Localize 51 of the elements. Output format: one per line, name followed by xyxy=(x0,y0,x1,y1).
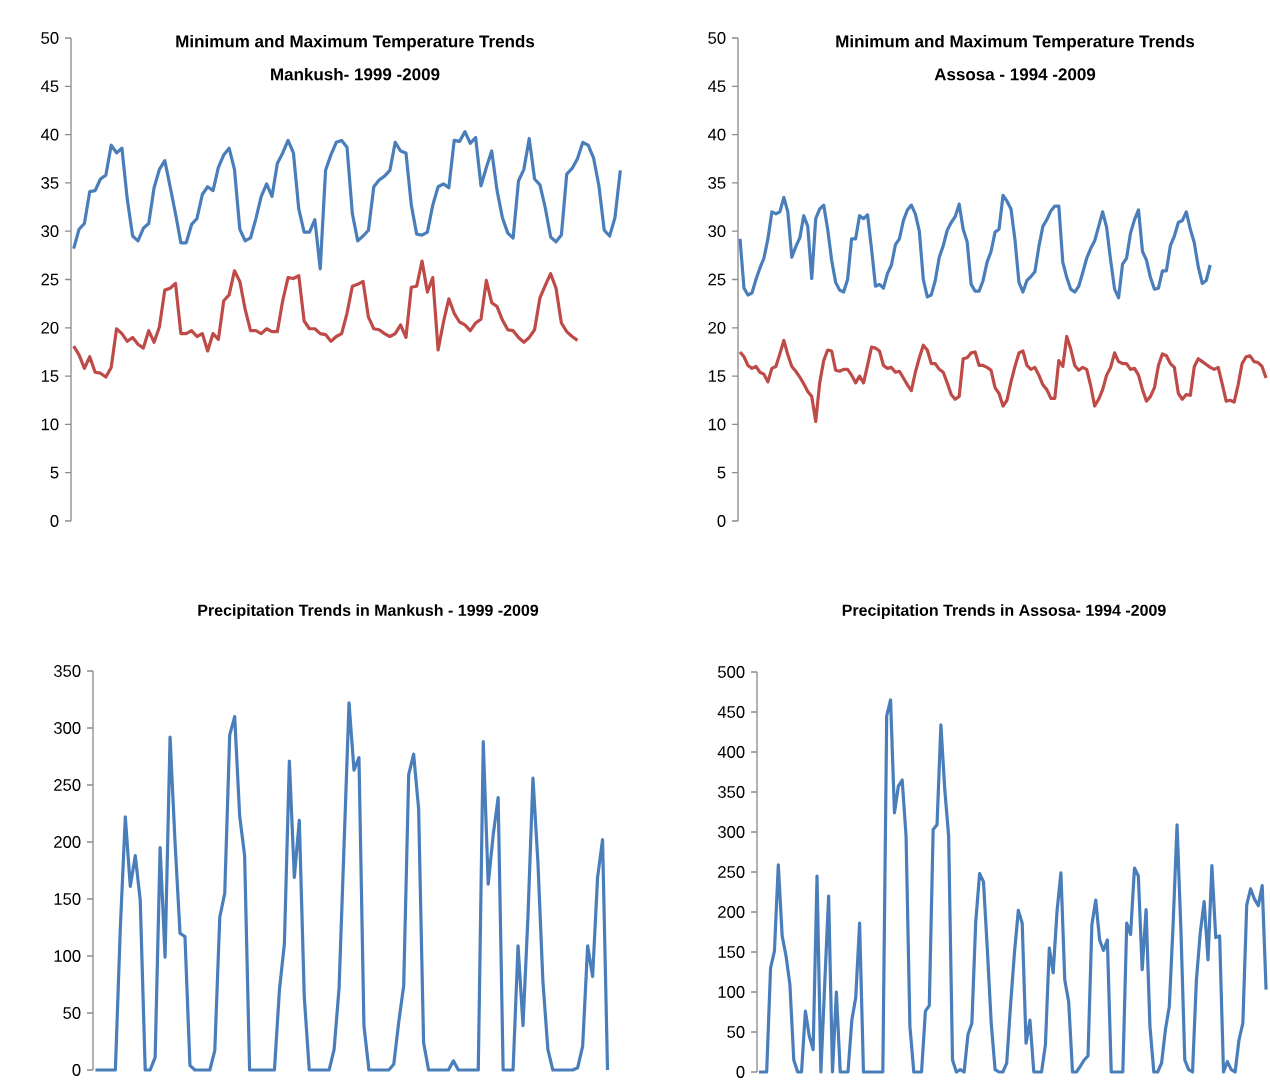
y-tick-label: 45 xyxy=(40,80,59,93)
y-tick-label: 400 xyxy=(717,746,745,758)
y-tick-label: 45 xyxy=(707,80,726,93)
y-tick-label: 10 xyxy=(41,418,59,431)
line-series xyxy=(72,259,580,379)
y-tick-label: 0 xyxy=(736,1066,745,1078)
y-tick-label: 200 xyxy=(54,836,81,848)
y-tick-label: 150 xyxy=(718,946,745,958)
y-tick-label: 20 xyxy=(41,321,59,334)
y-tick-label: 300 xyxy=(53,722,81,734)
y-tick-label: 35 xyxy=(41,177,59,189)
line-series xyxy=(738,334,1268,424)
y-tick-label: 15 xyxy=(41,370,59,382)
y-tick-label: 50 xyxy=(63,1007,81,1019)
y-tick-label: 250 xyxy=(718,866,745,878)
y-tick-label: 50 xyxy=(41,32,59,44)
y-tick-label: 0 xyxy=(717,515,726,527)
y-tick-label: 500 xyxy=(718,666,745,678)
y-tick-label: 20 xyxy=(708,321,726,334)
y-tick-label: 200 xyxy=(718,906,745,918)
line-series xyxy=(72,130,622,271)
y-tick-label: 50 xyxy=(708,32,726,44)
y-tick-label: 5 xyxy=(50,466,59,479)
chart-title: Minimum and Maximum Temperature Trends xyxy=(836,34,1195,51)
y-tick-label: 0 xyxy=(72,1064,81,1076)
y-tick-label: 350 xyxy=(53,665,81,677)
y-tick-label: 450 xyxy=(717,706,745,718)
y-tick-label: 30 xyxy=(41,225,59,238)
y-tick-label: 350 xyxy=(717,786,745,798)
y-tick-label: 0 xyxy=(50,515,59,527)
chart-title: Minimum and Maximum Temperature Trends xyxy=(176,34,535,51)
y-tick-label: 150 xyxy=(54,893,81,905)
y-tick-label: 40 xyxy=(40,128,59,141)
y-tick-label: 100 xyxy=(54,950,81,962)
y-tick-label: 10 xyxy=(708,418,726,431)
chart-title: Precipitation Trends in Mankush - 1999 -2009 xyxy=(198,604,539,620)
y-tick-label: 40 xyxy=(707,128,726,141)
y-tick-label: 50 xyxy=(727,1026,745,1038)
text: Assosa - 1994 -2009 xyxy=(934,68,1096,81)
y-tick-label: 300 xyxy=(717,826,745,838)
line-series xyxy=(738,193,1212,300)
y-tick-label: 25 xyxy=(708,273,726,286)
y-tick-label: 15 xyxy=(708,370,726,382)
y-tick-label: 25 xyxy=(41,273,59,286)
y-tick-label: 100 xyxy=(718,986,745,998)
y-tick-label: 5 xyxy=(717,466,726,479)
text: Mankush- 1999 -2009 xyxy=(271,67,440,81)
y-tick-label: 250 xyxy=(54,779,81,791)
chart-title: Precipitation Trends in Assosa- 1994 -2009 xyxy=(842,604,1166,620)
y-tick-label: 30 xyxy=(708,225,726,238)
y-tick-label: 35 xyxy=(708,177,726,189)
